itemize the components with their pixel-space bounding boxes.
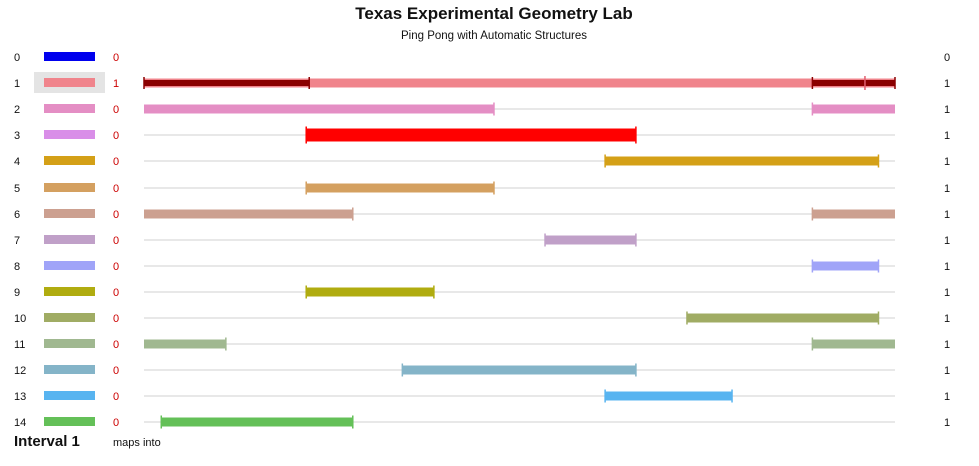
row-right-label: 1 bbox=[944, 78, 950, 90]
row-color-swatch[interactable] bbox=[44, 261, 95, 270]
row-index-label: 14 bbox=[14, 417, 26, 429]
row-right-label: 1 bbox=[944, 104, 950, 116]
row-right-label: 1 bbox=[944, 209, 950, 221]
row-count-label: 0 bbox=[113, 130, 119, 142]
interval-image-highlight bbox=[812, 80, 895, 86]
row-count-label: 0 bbox=[113, 417, 119, 429]
row-color-swatch[interactable] bbox=[44, 78, 95, 87]
interval-label: Interval 1 bbox=[14, 433, 80, 450]
row-right-label: 1 bbox=[944, 235, 950, 247]
row-right-label: 1 bbox=[944, 391, 950, 403]
row-color-swatch[interactable] bbox=[44, 156, 95, 165]
row-count-label: 0 bbox=[113, 235, 119, 247]
interval-segment[interactable] bbox=[144, 339, 226, 349]
interval-segment[interactable] bbox=[812, 209, 895, 219]
row-right-label: 0 bbox=[944, 52, 950, 64]
row-right-label: 1 bbox=[944, 287, 950, 299]
row-count-label: 0 bbox=[113, 104, 119, 116]
row-index-label: 7 bbox=[14, 235, 20, 247]
row-count-label: 0 bbox=[113, 365, 119, 377]
interval-segment[interactable] bbox=[605, 156, 879, 166]
interval-segment[interactable] bbox=[306, 128, 636, 142]
row-count-label: 0 bbox=[113, 339, 119, 351]
row-index-label: 1 bbox=[14, 78, 20, 90]
row-index-label: 5 bbox=[14, 183, 20, 195]
interval-segment[interactable] bbox=[306, 287, 434, 297]
row-count-label: 0 bbox=[113, 391, 119, 403]
interval-segment[interactable] bbox=[306, 183, 494, 193]
interval-segment[interactable] bbox=[605, 391, 733, 401]
row-right-label: 1 bbox=[944, 365, 950, 377]
row-count-label: 0 bbox=[113, 156, 119, 168]
interval-segment[interactable] bbox=[812, 339, 895, 349]
row-count-label: 0 bbox=[113, 313, 119, 325]
row-color-swatch[interactable] bbox=[44, 130, 95, 139]
row-color-swatch[interactable] bbox=[44, 52, 95, 61]
interval-segment[interactable] bbox=[686, 313, 879, 323]
row-count-label: 0 bbox=[113, 209, 119, 221]
row-count-label: 0 bbox=[113, 261, 119, 273]
row-index-label: 3 bbox=[14, 130, 20, 142]
row-index-label: 10 bbox=[14, 313, 26, 325]
interval-segment[interactable] bbox=[812, 261, 879, 271]
interval-segment[interactable] bbox=[144, 209, 353, 219]
row-index-label: 4 bbox=[14, 156, 20, 168]
row-right-label: 1 bbox=[944, 313, 950, 325]
row-index-label: 13 bbox=[14, 391, 26, 403]
row-color-swatch[interactable] bbox=[44, 104, 95, 113]
row-index-label: 0 bbox=[14, 52, 20, 64]
row-index-label: 8 bbox=[14, 261, 20, 273]
row-count-label: 0 bbox=[113, 183, 119, 195]
row-index-label: 2 bbox=[14, 104, 20, 116]
row-index-label: 6 bbox=[14, 209, 20, 221]
row-color-swatch[interactable] bbox=[44, 183, 95, 192]
row-count-label: 1 bbox=[113, 78, 119, 90]
page-title: Texas Experimental Geometry Lab bbox=[355, 4, 633, 23]
row-color-swatch[interactable] bbox=[44, 209, 95, 218]
interval-segment[interactable] bbox=[144, 78, 895, 88]
row-right-label: 1 bbox=[944, 339, 950, 351]
row-color-swatch[interactable] bbox=[44, 313, 95, 322]
row-index-label: 9 bbox=[14, 287, 20, 299]
row-color-swatch[interactable] bbox=[44, 391, 95, 400]
interval-segment[interactable] bbox=[161, 417, 353, 427]
row-right-label: 1 bbox=[944, 183, 950, 195]
row-color-swatch[interactable] bbox=[44, 365, 95, 374]
interval-segment[interactable] bbox=[545, 235, 636, 245]
row-right-label: 1 bbox=[944, 156, 950, 168]
row-count-label: 0 bbox=[113, 52, 119, 64]
row-color-swatch[interactable] bbox=[44, 417, 95, 426]
row-right-label: 1 bbox=[944, 417, 950, 429]
interval-image-highlight bbox=[144, 80, 310, 86]
interval-segment[interactable] bbox=[144, 104, 494, 114]
interval-segment[interactable] bbox=[812, 104, 895, 114]
row-color-swatch[interactable] bbox=[44, 287, 95, 296]
row-color-swatch[interactable] bbox=[44, 339, 95, 348]
maps-into-label: maps into bbox=[113, 437, 161, 449]
row-right-label: 1 bbox=[944, 261, 950, 273]
row-index-label: 12 bbox=[14, 365, 26, 377]
row-index-label: 11 bbox=[14, 339, 25, 351]
interval-segment[interactable] bbox=[402, 365, 636, 375]
row-right-label: 1 bbox=[944, 130, 950, 142]
row-color-swatch[interactable] bbox=[44, 235, 95, 244]
page-subtitle: Ping Pong with Automatic Structures bbox=[400, 30, 587, 42]
row-count-label: 0 bbox=[113, 287, 119, 299]
